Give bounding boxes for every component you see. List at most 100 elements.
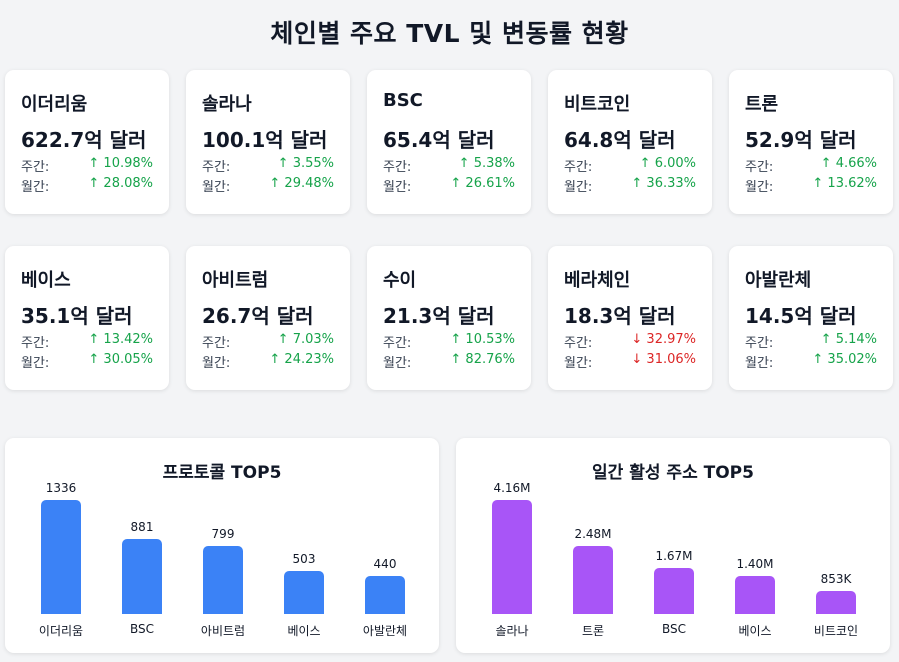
bar-value-label: 440 (373, 557, 397, 571)
weekly-label: 주간: (383, 336, 412, 351)
bar-value-label: 799 (211, 527, 235, 541)
tvl-value: 65.4억 달러 (383, 128, 495, 152)
chain-name: 트론 (745, 94, 779, 115)
weekly-change: ↑ 5.14% (820, 332, 877, 347)
category-label: BSC (661, 622, 687, 636)
tvl-value: 622.7억 달러 (21, 128, 147, 152)
weekly-label: 주간: (564, 336, 593, 351)
weekly-row: 주간: ↑ 5.14% (745, 332, 877, 351)
monthly-change: ↑ 36.33% (631, 176, 696, 191)
weekly-row: 주간: ↑ 7.03% (202, 332, 334, 351)
monthly-row: 월간: ↑ 24.23% (202, 352, 334, 371)
bar (654, 568, 694, 614)
monthly-label: 월간: (21, 356, 50, 371)
bar (573, 546, 613, 614)
bar (735, 576, 775, 614)
monthly-label: 월간: (745, 180, 774, 195)
monthly-row: 월간: ↑ 29.48% (202, 176, 334, 195)
chain-name: 수이 (383, 270, 417, 291)
chain-name: 솔라나 (202, 94, 252, 115)
weekly-row: 주간: ↑ 10.53% (383, 332, 515, 351)
monthly-row: 월간: ↑ 26.61% (383, 176, 515, 195)
bar-value-label: 2.48M (574, 527, 612, 541)
weekly-change: ↑ 4.66% (820, 156, 877, 171)
monthly-label: 월간: (21, 180, 50, 195)
weekly-change: ↓ 32.97% (631, 332, 696, 347)
tvl-value: 21.3억 달러 (383, 304, 495, 328)
protocol-top5-chart: 프로토콜 TOP5 1336 이더리움 881 BSC 799 아비트럼 503 베이스 440… (5, 438, 439, 653)
tvl-value: 14.5억 달러 (745, 304, 857, 328)
weekly-row: 주간: ↑ 5.38% (383, 156, 515, 175)
monthly-row: 월간: ↑ 35.02% (745, 352, 877, 371)
weekly-label: 주간: (383, 160, 412, 175)
bar-value-label: 853K (820, 572, 852, 586)
monthly-row: 월간: ↓ 31.06% (564, 352, 696, 371)
category-label: 이더리움 (38, 624, 84, 638)
chain-card: 베이스 35.1억 달러 주간: ↑ 13.42% 월간: ↑ 30.05% (5, 246, 169, 390)
page-title: 체인별 주요 TVL 및 변동률 현황 (270, 19, 629, 48)
weekly-label: 주간: (564, 160, 593, 175)
bar (816, 591, 856, 614)
daily-active-addresses-chart: 일간 활성 주소 TOP5 4.16M 솔라나 2.48M 트론 1.67M BSC 1.4… (456, 438, 890, 653)
tvl-value: 100.1억 달러 (202, 128, 328, 152)
monthly-row: 월간: ↑ 36.33% (564, 176, 696, 195)
weekly-label: 주간: (202, 160, 231, 175)
monthly-label: 월간: (202, 180, 231, 195)
tvl-value: 64.8억 달러 (564, 128, 676, 152)
tvl-value: 18.3억 달러 (564, 304, 676, 328)
weekly-label: 주간: (745, 336, 774, 351)
monthly-label: 월간: (383, 180, 412, 195)
category-label: 비트코인 (813, 624, 859, 638)
monthly-row: 월간: ↑ 30.05% (21, 352, 153, 371)
monthly-change: ↑ 82.76% (450, 352, 515, 367)
chain-name: 베라체인 (564, 270, 631, 291)
bar-value-label: 1.40M (736, 557, 774, 571)
chain-card: 아비트럼 26.7억 달러 주간: ↑ 7.03% 월간: ↑ 24.23% (186, 246, 350, 390)
category-label: 아발란체 (362, 624, 408, 638)
weekly-row: 주간: ↑ 6.00% (564, 156, 696, 175)
monthly-change: ↑ 35.02% (812, 352, 877, 367)
monthly-row: 월간: ↑ 28.08% (21, 176, 153, 195)
chart-title: 프로토콜 TOP5 (162, 463, 282, 483)
bar-value-label: 503 (292, 552, 316, 566)
monthly-label: 월간: (564, 356, 593, 371)
weekly-change: ↑ 10.98% (88, 156, 153, 171)
weekly-change: ↑ 7.03% (277, 332, 334, 347)
weekly-label: 주간: (745, 160, 774, 175)
bar (41, 500, 81, 614)
monthly-change: ↑ 29.48% (269, 176, 334, 191)
chain-card-grid: 이더리움 622.7억 달러 주간: ↑ 10.98% 월간: ↑ 28.08% 솔라나 10… (5, 70, 893, 390)
bar (122, 539, 162, 614)
monthly-change: ↑ 26.61% (450, 176, 515, 191)
chain-name: 베이스 (21, 270, 71, 291)
weekly-label: 주간: (21, 336, 50, 351)
weekly-row: 주간: ↑ 10.98% (21, 156, 153, 175)
category-label: 트론 (581, 624, 605, 638)
bar (203, 546, 243, 614)
monthly-label: 월간: (202, 356, 231, 371)
monthly-change: ↑ 24.23% (269, 352, 334, 367)
bar (365, 576, 405, 614)
monthly-row: 월간: ↑ 13.62% (745, 176, 877, 195)
weekly-row: 주간: ↑ 4.66% (745, 156, 877, 175)
monthly-change: ↓ 31.06% (631, 352, 696, 367)
category-label: 베이스 (738, 624, 772, 638)
monthly-change: ↑ 28.08% (88, 176, 153, 191)
monthly-row: 월간: ↑ 82.76% (383, 352, 515, 371)
weekly-row: 주간: ↑ 3.55% (202, 156, 334, 175)
chain-name: BSC (383, 90, 423, 111)
category-label: BSC (129, 622, 155, 636)
chain-name: 이더리움 (21, 94, 88, 115)
bar-value-label: 1336 (45, 481, 77, 495)
bar (492, 500, 532, 614)
monthly-change: ↑ 30.05% (88, 352, 153, 367)
weekly-row: 주간: ↑ 13.42% (21, 332, 153, 351)
weekly-row: 주간: ↓ 32.97% (564, 332, 696, 351)
bar-value-label: 1.67M (655, 549, 693, 563)
monthly-label: 월간: (564, 180, 593, 195)
category-label: 아비트럼 (200, 624, 246, 638)
